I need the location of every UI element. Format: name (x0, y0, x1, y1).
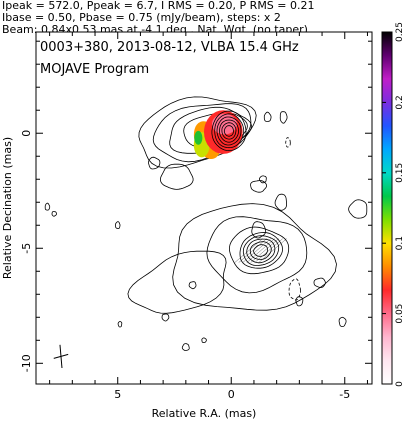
core-contour-inner-6 (223, 125, 234, 137)
faint-contour-east (127, 250, 227, 314)
small-contour-14 (161, 313, 170, 322)
knot-contour-inner-1 (239, 232, 283, 269)
knot-hatch-line (242, 238, 271, 263)
colorbar-tick-label: 0.15 (395, 163, 405, 183)
y-tick-label: 0 (20, 130, 33, 137)
colorbar-tick-label: 0.05 (395, 304, 405, 324)
small-contour-20 (285, 137, 291, 148)
small-contour-11 (313, 277, 326, 289)
small-contour-2 (148, 156, 161, 170)
core-contour-inner-4 (219, 119, 240, 143)
colorbar-tick-label: 0 (395, 381, 405, 387)
core-contour-inner-3 (216, 116, 242, 146)
small-contour-1 (160, 163, 194, 190)
colorbar-tick-label: 0.2 (395, 95, 405, 109)
knot-contour-inner-2 (242, 235, 280, 266)
small-contour-16 (44, 202, 51, 211)
contour-layer (44, 96, 368, 369)
knot-contour-inner-4 (249, 241, 272, 260)
small-contour-8 (114, 221, 121, 229)
knot-hatch-line (258, 238, 287, 263)
knot-hatch-line (254, 238, 283, 263)
x-tick-label: -5 (339, 388, 350, 401)
small-contour-15 (348, 199, 368, 219)
knot-contour-outer-2 (206, 216, 308, 294)
plot-title-line-2: MOJAVE Program (40, 62, 149, 77)
small-contour-19 (288, 278, 301, 301)
small-contour-21 (338, 316, 347, 327)
small-contour-12 (181, 343, 190, 352)
x-axis-title: Relative R.A. (mas) (152, 407, 257, 420)
knot-hatch-line (238, 238, 267, 263)
knot-hatch-line (246, 238, 275, 263)
small-contour-5 (263, 111, 272, 122)
small-contour-10 (295, 296, 304, 307)
knot-contour-outer-3 (228, 226, 290, 275)
small-contour-4 (274, 193, 287, 211)
small-contour-6 (279, 111, 288, 124)
y-tick-label: -10 (20, 354, 33, 372)
knot-hatch-line (250, 238, 279, 263)
core-contour-inner-1 (211, 110, 247, 152)
x-tick-label: 0 (228, 388, 235, 401)
core-contour-inner-2 (214, 113, 245, 149)
small-contour-7 (259, 175, 267, 184)
small-contour-13 (201, 337, 207, 344)
polarization-green (194, 130, 203, 145)
core-contour-inner-5 (221, 122, 237, 140)
colorbar-labels: 0 0.05 0.1 0.15 0.2 0.25 (382, 22, 405, 387)
polarization-pink (211, 113, 237, 135)
knot-contour-inner-3 (246, 238, 276, 264)
knot-contour-outer-1 (172, 203, 337, 311)
small-contour-18 (117, 321, 123, 328)
small-contour-22 (188, 281, 197, 290)
colorbar (381, 31, 393, 385)
small-contour-17 (51, 211, 57, 217)
small-contour-9 (251, 221, 267, 239)
knot-hatch-line (234, 238, 263, 263)
colorbar-tick-label: 0.25 (395, 22, 405, 42)
colorbar-tick-label: 0.1 (395, 236, 405, 250)
plot-title-line-1: 0003+380, 2013-08-12, VLBA 15.4 GHz (40, 40, 299, 55)
plot-frame (35, 31, 373, 385)
y-axis-title: Relative Decination (mas) (1, 137, 14, 279)
y-tick-label: -5 (20, 243, 33, 254)
header-line-1: Ipeak = 572.0, Ppeak = 6.7, I RMS = 0.20… (2, 0, 315, 12)
small-contour-3 (250, 180, 267, 193)
beam-major-axis (59, 344, 63, 369)
header-line-2: Ibase = 0.50, Pbase = 0.75 (mJy/beam), s… (2, 11, 281, 24)
axis-layer: 5 0 -5 0 -5 -10 (20, 32, 372, 401)
x-tick-label: 5 (114, 388, 121, 401)
